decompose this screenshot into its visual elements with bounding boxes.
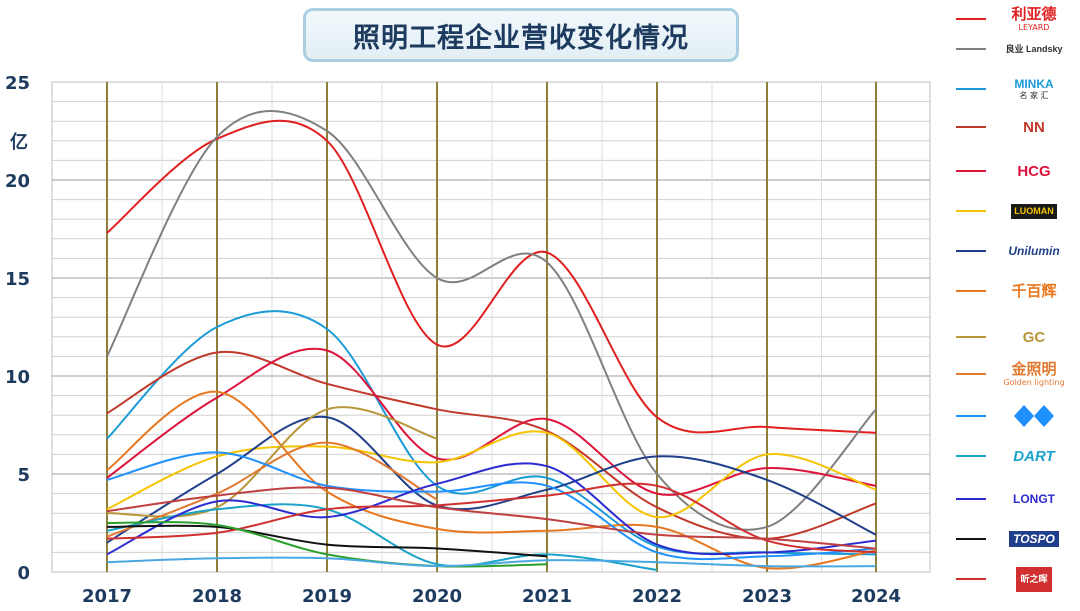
legend-logo-text: 昕之晖 [1016, 566, 1052, 592]
legend-item: HCG [950, 152, 1080, 190]
series-line-13 [106, 524, 548, 558]
legend-logo: LUOMAN [990, 194, 1078, 228]
chart-title: 照明工程企业营收变化情况 [353, 22, 689, 54]
legend-item: TOSPO [950, 520, 1080, 558]
legend-item: NN [950, 108, 1080, 146]
legend-logo: 千百辉 [990, 274, 1078, 308]
legend-logo-text: Unilumin [1008, 244, 1060, 258]
legend-swatch [956, 210, 986, 212]
legend-logo-text: 良业 Landsky [1005, 43, 1063, 54]
legend-swatch [956, 250, 986, 252]
x-tick-label: 2017 [82, 586, 132, 607]
legend-logo-subtext: 名 家 汇 [1019, 91, 1049, 100]
legend-logo: HCG [990, 154, 1078, 188]
legend-swatch [956, 373, 986, 375]
legend-logo-text: TOSPO [1009, 531, 1059, 547]
legend-logo-text: NN [1023, 118, 1045, 136]
legend-item: 良业 Landsky [950, 30, 1080, 68]
legend-swatch [956, 88, 986, 90]
series-lines [106, 110, 877, 571]
legend-logo-text: LONGT [1013, 492, 1055, 506]
legend-item: 千百辉 [950, 272, 1080, 310]
legend-swatch [956, 578, 986, 580]
x-tick-label: 2018 [192, 586, 242, 607]
x-tick-label: 2020 [412, 586, 462, 607]
legend-logo: LONGT [990, 482, 1078, 516]
y-tick-label: 10 [5, 367, 30, 388]
legend-logo: MINKA 名 家 汇 [990, 72, 1078, 106]
legend-logo: 利亚德 LEYARD [990, 2, 1078, 36]
legend-logo-subtext: LEYARD [1018, 22, 1050, 32]
legend-item: 昕之晖 [950, 560, 1080, 598]
brand-diamond-icon [1014, 405, 1054, 427]
series-line-9 [106, 441, 438, 538]
series-line-17 [106, 486, 877, 550]
x-tick-label: 2021 [522, 586, 572, 607]
legend-item [950, 397, 1080, 435]
series-line-0 [106, 119, 877, 434]
legend-swatch [956, 48, 986, 50]
legend-item: GC [950, 318, 1080, 356]
legend-logo: DART [990, 439, 1078, 473]
legend-logo-text: LUOMAN [1011, 203, 1057, 219]
legend-item: 利亚德 LEYARD [950, 0, 1080, 38]
legend-logo-text: HCG [1017, 162, 1051, 180]
legend-item: DART [950, 437, 1080, 475]
series-line-16 [106, 556, 877, 568]
x-tick-label: 2019 [302, 586, 352, 607]
x-tick-label: 2022 [632, 586, 682, 607]
legend-logo-subtext: Golden lighting [1003, 377, 1065, 387]
y-tick-label: 15 [5, 269, 30, 290]
series-line-6 [106, 415, 877, 544]
series-line-11 [106, 503, 658, 571]
y-tick-label: 5 [17, 465, 30, 486]
legend-logo: Unilumin [990, 234, 1078, 268]
series-line-12 [106, 462, 877, 556]
plot-area [51, 81, 931, 573]
legend-logo-text: 金照明 [1011, 360, 1057, 378]
legend-swatch [956, 498, 986, 500]
legend-logo: 金照明 Golden lighting [990, 357, 1078, 391]
legend-logo-text: 千百辉 [1011, 282, 1057, 300]
legend-item: LONGT [950, 480, 1080, 518]
legend-logo: TOSPO [990, 522, 1078, 556]
legend-logo: NN [990, 110, 1078, 144]
legend-logo-text: 利亚德 [1011, 5, 1057, 23]
series-line-14 [106, 482, 877, 554]
legend-swatch [956, 538, 986, 540]
legend: 利亚德 LEYARD 良业 Landsky MINKA 名 家 汇 NN HCG LUOMAN… [950, 0, 1080, 611]
chart-title-box: 照明工程企业营收变化情况 [303, 8, 739, 62]
legend-swatch [956, 18, 986, 20]
legend-item: LUOMAN [950, 192, 1080, 230]
legend-swatch [956, 336, 986, 338]
legend-logo-text: MINKA [1014, 77, 1054, 91]
legend-logo: GC [990, 320, 1078, 354]
y-tick-label: 20 [5, 171, 30, 192]
y-tick-label: 0 [17, 563, 30, 584]
x-tick-label: 2023 [742, 586, 792, 607]
series-line-1 [106, 110, 877, 531]
axes: 0 5 10 15 20 25 亿 2017 2018 2019 2020 2021 2022 2023 2… [5, 73, 901, 607]
series-line-10 [106, 451, 877, 561]
legend-item: 金照明 Golden lighting [950, 355, 1080, 393]
y-axis-unit: 亿 [10, 131, 28, 153]
legend-logo-text: DART [1013, 447, 1055, 465]
x-tick-label: 2024 [851, 586, 901, 607]
legend-item: MINKA 名 家 汇 [950, 70, 1080, 108]
legend-item: Unilumin [950, 232, 1080, 270]
legend-logo [990, 399, 1078, 433]
series-line-15 [106, 521, 548, 568]
legend-swatch [956, 415, 986, 417]
legend-logo-text: GC [1022, 328, 1046, 346]
legend-logo: 良业 Landsky [990, 32, 1078, 66]
legend-swatch [956, 455, 986, 457]
legend-logo: 昕之晖 [990, 562, 1078, 596]
series-line-7 [106, 390, 877, 570]
legend-swatch [956, 170, 986, 172]
grid [51, 81, 931, 573]
legend-swatch [956, 290, 986, 292]
legend-swatch [956, 126, 986, 128]
y-tick-label: 25 [5, 73, 30, 94]
